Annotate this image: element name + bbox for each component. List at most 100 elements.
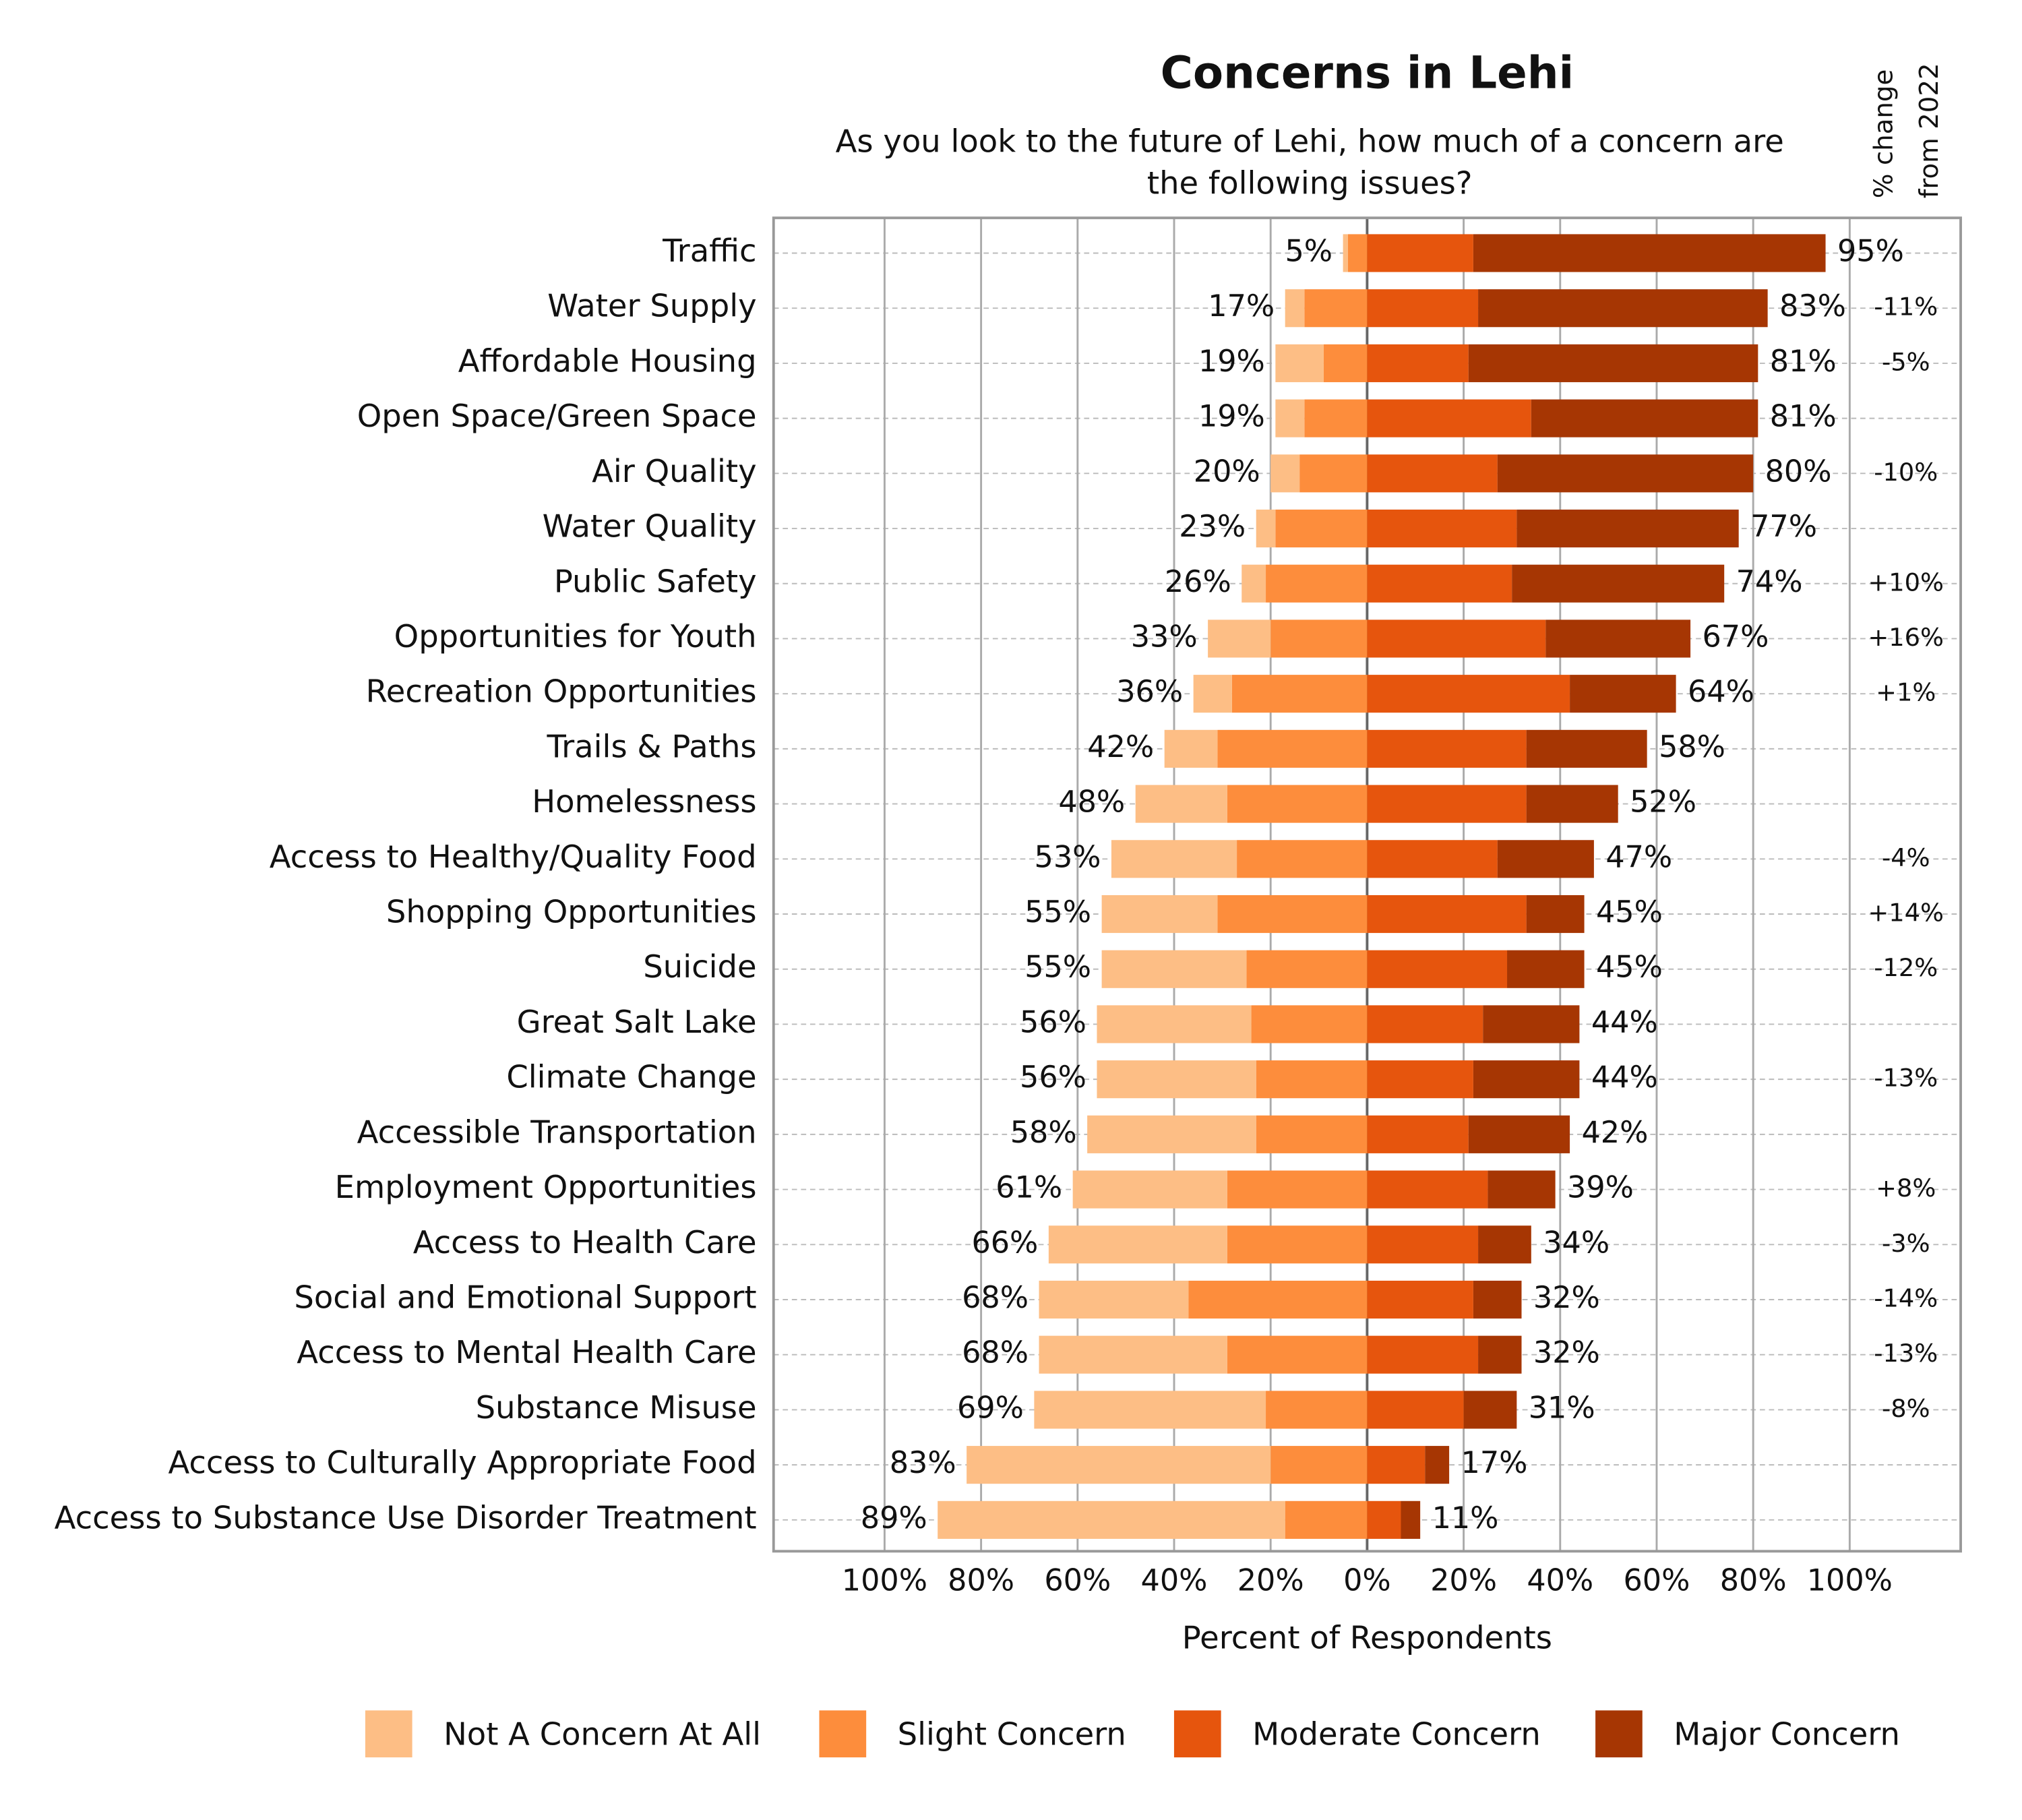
bar-segment bbox=[1367, 234, 1473, 272]
bar-segment bbox=[1231, 675, 1368, 713]
right-total-label: 67% bbox=[1703, 619, 1769, 654]
bar-segment bbox=[1270, 1446, 1368, 1484]
bar-segment bbox=[1323, 344, 1368, 382]
x-tick-label: 60% bbox=[1624, 1564, 1690, 1598]
bar-segment bbox=[1401, 1500, 1421, 1539]
bar-segment bbox=[1367, 1005, 1483, 1043]
bar-segment bbox=[1097, 1005, 1252, 1043]
bar-segment bbox=[1343, 234, 1348, 272]
legend-label: Major Concern bbox=[1674, 1716, 1900, 1753]
bar-segment bbox=[1039, 1335, 1227, 1374]
bar-segment bbox=[1367, 1391, 1464, 1429]
bar-segment bbox=[1367, 399, 1531, 437]
bar-segment bbox=[1463, 1391, 1517, 1429]
left-total-label: 23% bbox=[1179, 510, 1246, 544]
left-total-label: 19% bbox=[1198, 344, 1265, 379]
bar-segment bbox=[1227, 1335, 1368, 1374]
x-tick-label: 80% bbox=[948, 1564, 1014, 1598]
bar-segment bbox=[1488, 1170, 1556, 1209]
bar-segment bbox=[1367, 675, 1570, 713]
y-tick-label: Climate Change bbox=[506, 1059, 756, 1095]
bar-segment bbox=[1087, 1115, 1256, 1153]
y-tick-label: Recreation Opportunities bbox=[366, 673, 757, 710]
bar-segment bbox=[1227, 1225, 1368, 1264]
left-total-label: 17% bbox=[1208, 289, 1275, 324]
right-total-label: 42% bbox=[1582, 1116, 1649, 1150]
legend-swatch bbox=[1173, 1710, 1221, 1758]
right-total-label: 34% bbox=[1543, 1225, 1610, 1260]
chart-title: Concerns in Lehi bbox=[1161, 47, 1574, 98]
right-total-label: 44% bbox=[1591, 1005, 1658, 1039]
right-total-label: 81% bbox=[1770, 400, 1837, 434]
x-tick-label: 0% bbox=[1343, 1564, 1391, 1598]
x-tick-label: 40% bbox=[1527, 1564, 1593, 1598]
bar-segment bbox=[1039, 1280, 1189, 1319]
bar-segment bbox=[1164, 729, 1218, 768]
y-tick-label: Open Space/Green Space bbox=[357, 398, 757, 434]
bar-segment bbox=[1425, 1446, 1450, 1484]
bar-segment bbox=[1526, 894, 1585, 934]
y-tick-label: Social and Emotional Support bbox=[294, 1279, 756, 1315]
bar-segment bbox=[1304, 399, 1368, 437]
bar-segment bbox=[1227, 1170, 1368, 1209]
x-tick-label: 80% bbox=[1720, 1564, 1787, 1598]
bar-segment bbox=[1285, 289, 1305, 328]
bar-segment bbox=[1478, 1335, 1522, 1374]
bar-segment bbox=[1275, 509, 1368, 548]
bar-segment bbox=[1497, 454, 1754, 493]
bar-segment bbox=[1367, 454, 1498, 493]
bar-segment bbox=[1367, 1500, 1401, 1539]
bar-segment bbox=[1367, 785, 1527, 823]
change-label: +1% bbox=[1876, 678, 1936, 707]
bar-segment bbox=[967, 1446, 1271, 1484]
bar-segment bbox=[938, 1500, 1285, 1539]
bar-segment bbox=[1367, 1446, 1426, 1484]
left-total-label: 89% bbox=[861, 1501, 927, 1536]
x-axis-title: Percent of Respondents bbox=[1182, 1619, 1552, 1656]
bar-segment bbox=[1193, 675, 1232, 713]
bar-segment bbox=[1097, 1060, 1256, 1099]
bar-segment bbox=[1256, 1060, 1368, 1099]
left-total-label: 53% bbox=[1035, 840, 1101, 874]
bar-segment bbox=[1266, 1391, 1368, 1429]
change-label: -8% bbox=[1882, 1394, 1930, 1423]
right-total-label: 83% bbox=[1779, 289, 1846, 324]
bar-segment bbox=[1367, 1060, 1473, 1099]
x-tick-label: 20% bbox=[1237, 1564, 1304, 1598]
left-total-label: 55% bbox=[1024, 950, 1091, 985]
x-tick-label: 40% bbox=[1141, 1564, 1208, 1598]
bar-segment bbox=[1270, 454, 1300, 493]
y-tick-label: Substance Misuse bbox=[476, 1389, 757, 1426]
change-label: -14% bbox=[1874, 1283, 1938, 1312]
y-tick-label: Affordable Housing bbox=[458, 342, 757, 379]
left-total-label: 36% bbox=[1116, 675, 1183, 709]
change-title: from 2022 bbox=[1914, 63, 1944, 198]
left-total-label: 56% bbox=[1020, 1060, 1086, 1095]
bar-segment bbox=[1367, 840, 1498, 878]
change-label: -13% bbox=[1874, 1339, 1938, 1368]
legend-label: Slight Concern bbox=[898, 1716, 1126, 1753]
bar-segment bbox=[1111, 840, 1237, 878]
change-label: -11% bbox=[1874, 293, 1938, 322]
change-label: -3% bbox=[1882, 1229, 1930, 1258]
bar-segment bbox=[1101, 950, 1247, 988]
bar-segment bbox=[1367, 950, 1508, 988]
change-label: -5% bbox=[1882, 347, 1930, 376]
y-tick-label: Public Safety bbox=[554, 563, 757, 599]
right-total-label: 32% bbox=[1533, 1281, 1600, 1315]
change-title: % change bbox=[1868, 69, 1899, 198]
bar-segment bbox=[1367, 1170, 1488, 1209]
y-tick-label: Accessible Transportation bbox=[357, 1114, 757, 1150]
bar-segment bbox=[1512, 564, 1725, 603]
bar-segment bbox=[1048, 1225, 1227, 1264]
bar-segment bbox=[1217, 894, 1368, 934]
bar-segment bbox=[1367, 729, 1527, 768]
left-total-label: 48% bbox=[1058, 785, 1125, 820]
bar-segment bbox=[1516, 509, 1739, 548]
bar-segment bbox=[1367, 1335, 1479, 1374]
bar-segment bbox=[1367, 344, 1469, 382]
bar-segment bbox=[1227, 785, 1368, 823]
y-tick-label: Opportunities for Youth bbox=[394, 618, 757, 655]
bar-segment bbox=[1367, 1225, 1479, 1264]
